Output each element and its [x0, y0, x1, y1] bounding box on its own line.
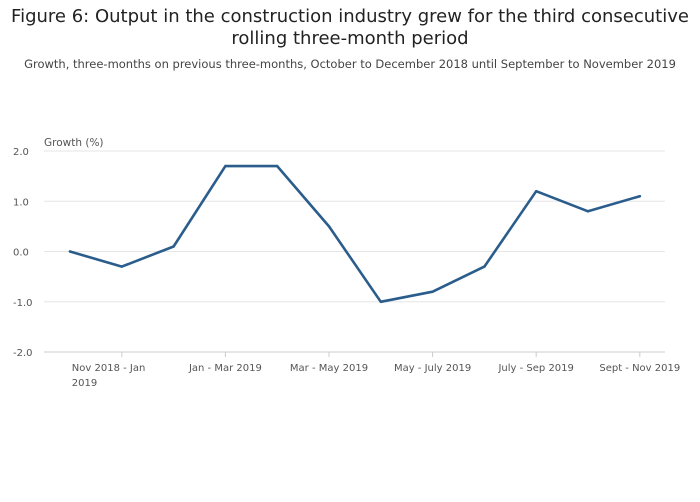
data-point: [483, 265, 486, 268]
x-tick-label: 2019: [72, 378, 97, 389]
data-point: [224, 164, 227, 168]
y-tick-label: 2.0: [13, 147, 29, 158]
chart-title-line-1: Figure 6: Output in the construction ind…: [11, 6, 689, 27]
y-tick-label: -2.0: [13, 348, 33, 359]
data-point: [68, 250, 72, 253]
data-point: [638, 195, 641, 198]
y-tick-label: 1.0: [13, 197, 29, 208]
data-point: [172, 245, 175, 248]
data-point: [327, 225, 331, 228]
x-tick-label: Mar - May 2019: [290, 363, 368, 374]
data-point: [276, 164, 279, 168]
chart-subtitle: Growth, three-months on previous three-m…: [24, 57, 676, 71]
chart-title-line-2: rolling three-month period: [231, 28, 469, 49]
x-tick-label: July - Sep 2019: [497, 363, 573, 374]
data-point: [379, 300, 382, 303]
x-tick-label: May - July 2019: [394, 363, 471, 374]
y-axis-label: Growth (%): [44, 137, 104, 149]
y-tick-label: 0.0: [13, 248, 29, 259]
x-tick-label: Nov 2018 - Jan: [72, 363, 146, 374]
chart-title: Figure 6: Output in the construction ind…: [0, 6, 700, 50]
data-point: [120, 265, 124, 268]
x-tick-label: Jan - Mar 2019: [188, 363, 262, 374]
data-point: [586, 210, 590, 213]
y-tick-label: -1.0: [13, 298, 33, 309]
data-point: [431, 290, 434, 293]
data-point: [535, 190, 538, 193]
series-line: [68, 164, 642, 304]
x-tick-label: Sept - Nov 2019: [599, 363, 680, 374]
